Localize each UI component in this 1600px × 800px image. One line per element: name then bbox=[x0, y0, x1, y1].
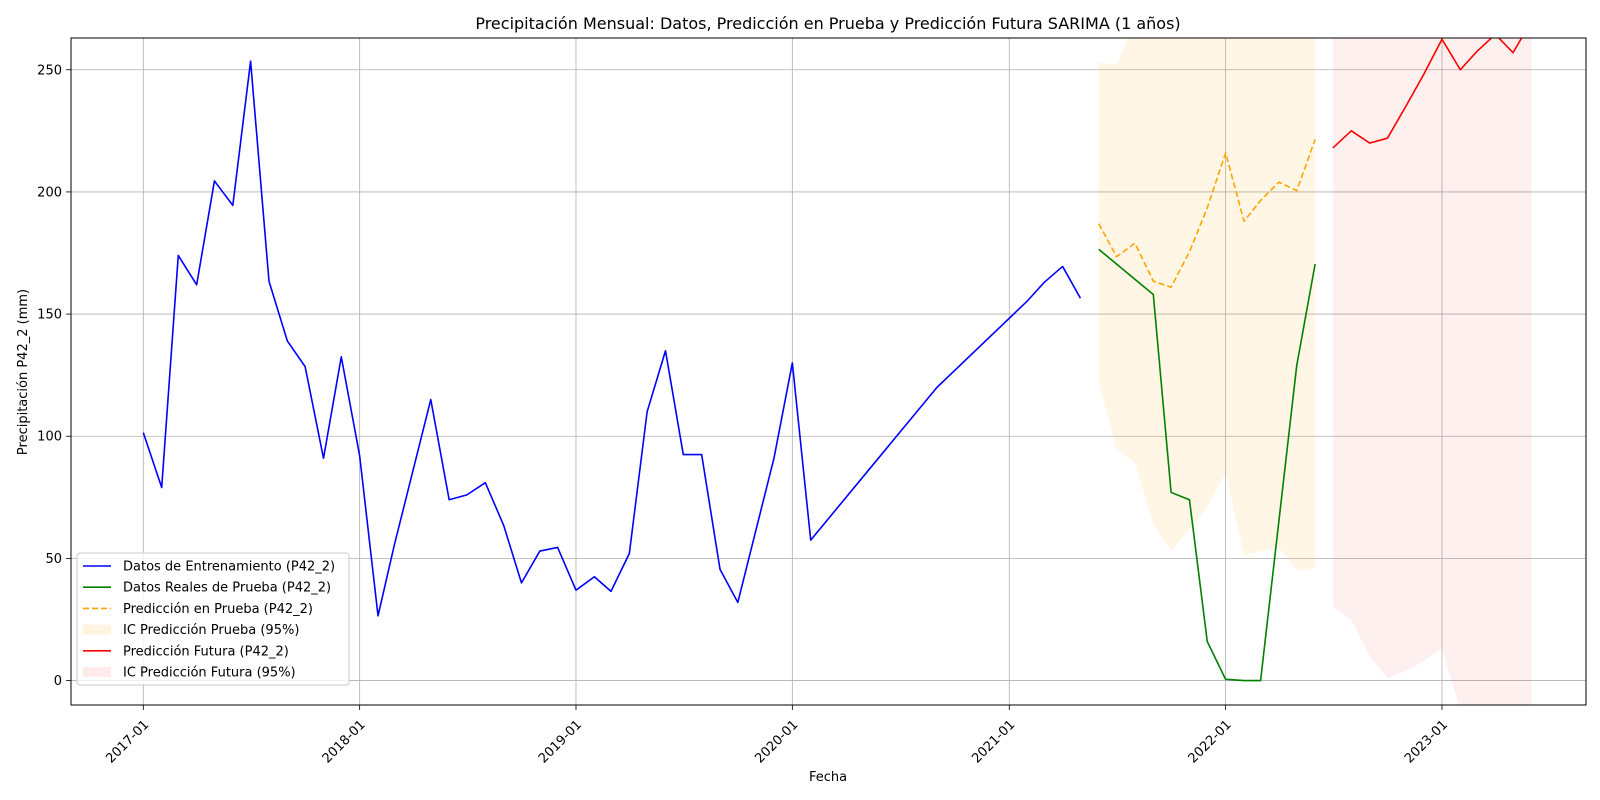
legend-label: IC Predicción Futura (95%) bbox=[123, 666, 296, 681]
legend-frame bbox=[76, 552, 350, 686]
y-tick-label: 0 bbox=[54, 674, 62, 689]
plot-frame bbox=[70, 37, 1587, 706]
legend: Datos de Entrenamiento (P42_2) Datos Real… bbox=[76, 552, 350, 686]
series-line-prediccion-futura-p42-2 bbox=[1332, 38, 1523, 149]
x-axis-label: Fecha bbox=[809, 770, 847, 785]
series-lines bbox=[142, 38, 1523, 682]
legend-swatch bbox=[83, 624, 111, 635]
band-ic-prediccion-futura-95 bbox=[1332, 38, 1532, 705]
chart-title: Precipitación Mensual: Datos, Predicción… bbox=[475, 14, 1180, 33]
y-tick-label: 250 bbox=[37, 63, 62, 78]
legend-label: Datos de Entrenamiento (P42_2) bbox=[123, 560, 335, 575]
legend-label: Datos Reales de Prueba (P42_2) bbox=[123, 581, 331, 596]
y-tick-label: 100 bbox=[37, 430, 62, 445]
legend-swatch bbox=[83, 667, 111, 677]
legend-label: Predicción en Prueba (P42_2) bbox=[123, 602, 313, 617]
confidence-bands bbox=[1098, 38, 1532, 705]
series-line-datos-de-entrenamiento-p42-2 bbox=[142, 60, 1082, 617]
band-ic-prediccion-prueba-95 bbox=[1098, 38, 1316, 571]
y-tick-label: 200 bbox=[37, 185, 62, 200]
y-axis-label: Precipitación P42_2 (mm) bbox=[16, 289, 31, 455]
y-tick-label: 50 bbox=[45, 552, 62, 567]
series-line-datos-reales-de-prueba-p42-2 bbox=[1098, 248, 1316, 682]
legend-label: Predicción Futura (P42_2) bbox=[123, 644, 289, 659]
series-line-prediccion-en-prueba-p42-2 bbox=[1098, 139, 1316, 289]
legend-label: IC Predicción Prueba (95%) bbox=[123, 623, 299, 638]
y-tick-label: 150 bbox=[37, 308, 62, 323]
y-axis-ticks: 0 50 100 150 200 250 bbox=[37, 63, 71, 689]
